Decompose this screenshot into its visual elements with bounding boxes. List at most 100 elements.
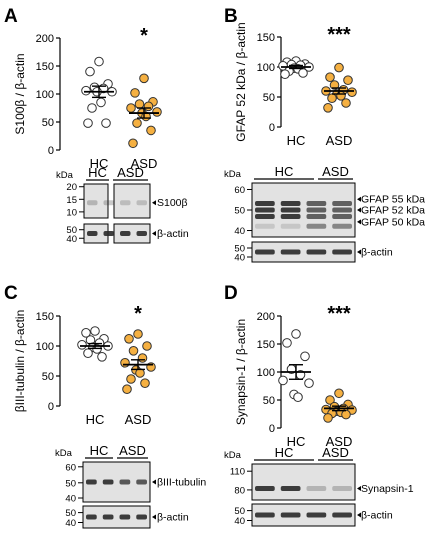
blot-band (255, 485, 275, 491)
data-point (143, 101, 154, 112)
blot-group-label-hc: HC (90, 443, 109, 458)
band-arrow-head (357, 207, 361, 213)
data-point (133, 329, 143, 339)
blot-band (103, 231, 114, 236)
blot-band (87, 200, 98, 206)
y-tick-label: 200 (36, 33, 54, 45)
blot-band (332, 249, 352, 255)
blot-band (136, 479, 147, 485)
category-label-hc: HC (86, 412, 105, 427)
blot-membrane (251, 241, 356, 263)
series-hc (77, 326, 113, 362)
blot-group-label-hc: HC (275, 164, 294, 179)
y-tick-label: 200 (257, 311, 275, 323)
blot-band (280, 207, 301, 213)
kda-marker-label: 50 (234, 506, 245, 517)
y-axis-label: Synapsin-1 / β-actin (234, 319, 248, 425)
data-point (329, 80, 340, 90)
band-arrow-head (152, 200, 156, 206)
blot-band (280, 213, 301, 219)
kda-marker-label: 40 (234, 253, 245, 264)
data-point (130, 88, 140, 98)
blot-membrane (251, 503, 356, 527)
panel-a: A 0 50 100 150 200 S100β / β-actin HC ASD * kDa HC A… (4, 6, 189, 245)
y-tick-label: 100 (36, 89, 54, 101)
panel-d: D 0 50 100 150 200 Synapsin-1 / β-actin HC ASD **… (224, 283, 414, 527)
band-arrow-head (357, 196, 361, 202)
data-point (96, 97, 106, 108)
y-tick-label: 150 (36, 61, 54, 73)
series-asd (321, 388, 357, 423)
y-tick-label: 150 (257, 32, 275, 44)
blot-band (87, 231, 98, 236)
blot-band (306, 201, 327, 207)
data-point (347, 87, 357, 97)
series-hc (278, 329, 314, 403)
data-point (77, 340, 87, 350)
y-tick-label: 0 (269, 122, 275, 134)
kda-marker-label: 50 (65, 478, 76, 489)
data-point (327, 93, 337, 103)
band-label: β-actin (157, 512, 189, 524)
data-point (282, 338, 292, 348)
blot-band (306, 249, 327, 255)
series-hc (278, 56, 314, 79)
significance-marker: *** (327, 303, 351, 325)
panel-letter: A (4, 6, 18, 27)
category-label-asd: ASD (131, 156, 158, 171)
band-label: βIII-tubulin (157, 477, 206, 489)
blot-band (255, 201, 275, 207)
scatter-plot: 0 50 100 150 200 Synapsin-1 / β-actin HC ASD *** (234, 303, 357, 449)
kda-label: kDa (56, 170, 74, 181)
data-point (300, 351, 310, 362)
data-point (278, 375, 288, 386)
blot-band (136, 231, 147, 236)
blot-band (136, 200, 147, 206)
blot-band (119, 479, 131, 485)
blot-group-label-asd: ASD (119, 443, 146, 458)
data-point (137, 353, 148, 363)
data-point (132, 118, 142, 128)
blot-band (255, 207, 275, 213)
kda-marker-label: 50 (66, 225, 77, 236)
kda-marker-label: 40 (65, 494, 76, 505)
y-tick-label: 50 (263, 92, 275, 104)
blot-band (280, 485, 301, 491)
data-point (142, 341, 152, 351)
blot-band (255, 249, 275, 255)
data-point (134, 99, 145, 109)
band-label: β-actin (361, 510, 393, 522)
blot-band (332, 485, 352, 491)
data-point (97, 352, 107, 362)
panel-b: B 0 50 100 150 GFAP 52 kDa / β-actin HC ASD *** k… (224, 6, 425, 264)
y-tick-label: 100 (257, 367, 275, 379)
band-label: GFAP 52 kDa (361, 205, 425, 217)
blot-band (332, 213, 352, 219)
data-point (85, 66, 95, 77)
data-point (323, 413, 333, 423)
band-arrow-head (357, 485, 361, 491)
band-label: β-actin (157, 228, 189, 240)
kda-marker-label: 50 (65, 508, 76, 519)
kda-marker-label: 40 (234, 516, 245, 527)
y-tick-label: 150 (257, 339, 275, 351)
kda-marker-label: 40 (234, 226, 245, 237)
kda-marker-label: 50 (234, 244, 245, 255)
kda-marker-label: 50 (234, 206, 245, 217)
blot-group-label-asd: ASD (117, 165, 144, 180)
band-label: S100β (157, 197, 188, 209)
data-point (291, 329, 301, 339)
data-point (128, 346, 139, 356)
data-point (323, 103, 333, 113)
series-asd (120, 329, 156, 395)
blot-band (86, 514, 97, 520)
kda-marker-label: 80 (234, 485, 245, 496)
kda-label: kDa (224, 169, 242, 180)
significance-marker: *** (327, 24, 351, 46)
blot-band (136, 514, 147, 520)
data-point (152, 107, 162, 117)
blot-band (332, 223, 352, 229)
kda-marker-label: 10 (66, 207, 77, 218)
